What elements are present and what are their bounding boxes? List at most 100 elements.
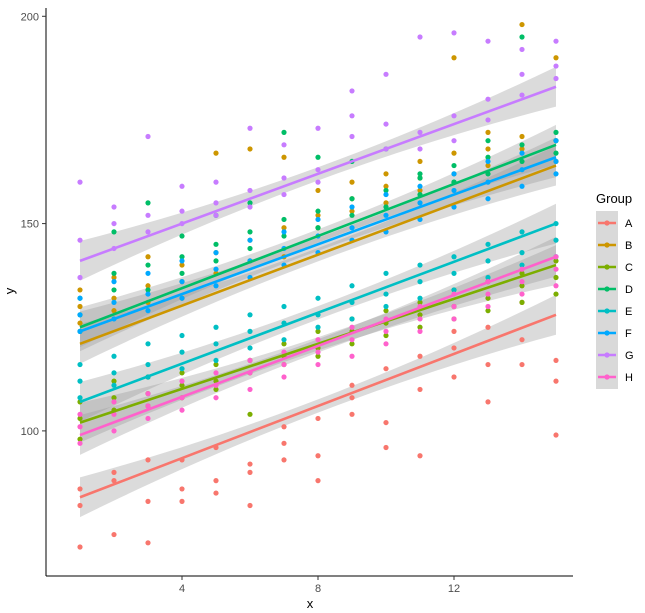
point-E bbox=[383, 270, 389, 276]
point-B bbox=[315, 187, 321, 194]
point-B bbox=[519, 146, 525, 152]
point-H bbox=[281, 374, 287, 380]
point-D bbox=[349, 196, 355, 202]
point-E bbox=[111, 370, 117, 376]
point-D bbox=[111, 229, 117, 235]
point-B bbox=[349, 179, 355, 185]
point-F bbox=[349, 225, 355, 231]
point-E bbox=[247, 345, 253, 351]
point-D bbox=[519, 158, 525, 165]
point-B bbox=[111, 295, 117, 301]
point-D bbox=[213, 258, 219, 264]
point-B bbox=[77, 320, 83, 326]
point-B bbox=[451, 55, 457, 61]
point-E bbox=[247, 328, 253, 334]
point-A bbox=[281, 440, 287, 446]
point-E bbox=[519, 262, 525, 268]
point-F bbox=[281, 229, 287, 235]
point-G bbox=[247, 125, 253, 131]
point-E bbox=[77, 378, 83, 384]
point-F bbox=[553, 158, 559, 165]
point-F bbox=[519, 150, 525, 156]
point-G bbox=[213, 212, 219, 218]
point-H bbox=[383, 341, 389, 347]
point-F bbox=[77, 295, 83, 301]
point-B bbox=[553, 55, 559, 61]
point-G bbox=[145, 133, 151, 140]
point-F bbox=[145, 270, 151, 276]
point-A bbox=[519, 337, 525, 343]
point-G bbox=[519, 92, 525, 98]
point-G bbox=[145, 229, 151, 235]
point-G bbox=[417, 129, 423, 135]
legend-key-point-B bbox=[604, 242, 610, 248]
point-C bbox=[111, 395, 117, 401]
point-B bbox=[349, 208, 355, 214]
point-G bbox=[349, 113, 355, 119]
point-D bbox=[145, 287, 151, 293]
point-C bbox=[247, 411, 253, 417]
point-D bbox=[247, 229, 253, 235]
point-H bbox=[179, 378, 185, 384]
point-F bbox=[213, 283, 219, 289]
point-B bbox=[145, 254, 151, 260]
point-E bbox=[485, 274, 491, 281]
point-A bbox=[553, 357, 559, 364]
point-A bbox=[383, 419, 389, 426]
point-E bbox=[485, 241, 491, 247]
fit-line-A bbox=[79, 313, 557, 499]
point-C bbox=[315, 353, 321, 359]
x-tick-label: 12 bbox=[448, 583, 460, 595]
point-A bbox=[145, 498, 151, 504]
point-A bbox=[315, 478, 321, 484]
point-C bbox=[349, 341, 355, 347]
fit-line-C bbox=[79, 263, 557, 424]
point-A bbox=[179, 498, 185, 504]
legend-key-point-G bbox=[604, 352, 610, 358]
point-D bbox=[247, 245, 253, 252]
point-A bbox=[145, 540, 151, 546]
x-axis-ticks: 4 8 12 bbox=[179, 576, 460, 595]
point-H bbox=[383, 328, 389, 334]
legend-title: Group bbox=[596, 191, 632, 206]
point-F bbox=[111, 299, 117, 305]
point-A bbox=[485, 399, 491, 405]
point-A bbox=[111, 469, 117, 475]
point-C bbox=[179, 370, 185, 376]
point-F bbox=[179, 258, 185, 264]
point-D bbox=[281, 216, 287, 223]
point-F bbox=[383, 191, 389, 198]
point-F bbox=[485, 196, 491, 202]
point-G bbox=[349, 133, 355, 140]
point-A bbox=[553, 378, 559, 384]
point-H bbox=[315, 349, 321, 355]
point-A bbox=[349, 395, 355, 401]
point-E bbox=[417, 262, 423, 268]
point-E bbox=[213, 341, 219, 347]
point-E bbox=[349, 316, 355, 322]
point-G bbox=[77, 237, 83, 243]
plot-area bbox=[77, 21, 559, 550]
point-E bbox=[77, 361, 83, 368]
fit-line-G bbox=[79, 85, 557, 263]
point-G bbox=[451, 138, 457, 144]
point-A bbox=[315, 415, 321, 422]
point-G bbox=[383, 121, 389, 127]
point-H bbox=[553, 283, 559, 289]
point-D bbox=[349, 212, 355, 218]
fit-line-B bbox=[79, 164, 557, 346]
point-G bbox=[315, 167, 321, 173]
y-tick-label: 100 bbox=[21, 426, 39, 438]
point-C bbox=[77, 415, 83, 422]
point-G bbox=[553, 75, 559, 82]
point-D bbox=[451, 162, 457, 169]
point-F bbox=[383, 212, 389, 218]
point-B bbox=[111, 308, 117, 314]
point-D bbox=[179, 270, 185, 276]
point-A bbox=[451, 345, 457, 351]
point-E bbox=[485, 258, 491, 264]
point-C bbox=[315, 328, 321, 334]
point-F bbox=[417, 200, 423, 206]
point-C bbox=[417, 324, 423, 330]
